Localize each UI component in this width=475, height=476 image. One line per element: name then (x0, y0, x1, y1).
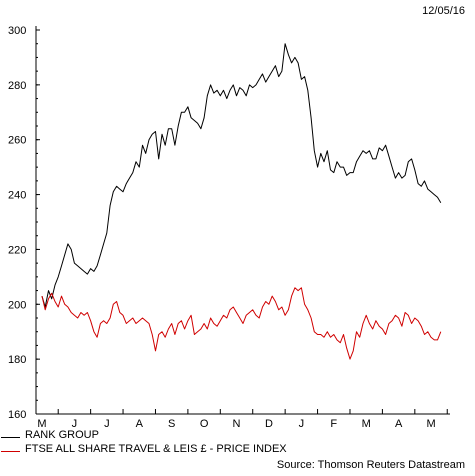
x-tick-label: N (233, 418, 241, 430)
y-tick-label: 260 (8, 135, 26, 147)
x-tick-label: D (265, 418, 273, 430)
x-tick-label: F (330, 418, 337, 430)
y-tick-label: 160 (8, 409, 26, 421)
x-tick-label: A (136, 418, 144, 430)
chart-date: 12/05/16 (422, 5, 465, 17)
x-tick-label: J (72, 418, 78, 430)
x-tick-label: A (395, 418, 403, 430)
legend-label-ftse-travel: FTSE ALL SHARE TRAVEL & LEIS £ - PRICE I… (25, 443, 287, 455)
y-tick-label: 200 (8, 299, 26, 311)
x-tick-label: J (299, 418, 305, 430)
x-tick-label: O (200, 418, 209, 430)
legend-label-rank-group: RANK GROUP (25, 429, 99, 441)
y-tick-label: 280 (8, 80, 26, 92)
legend-swatch-rank-group (1, 437, 20, 438)
series-line-1 (41, 287, 442, 360)
y-tick-label: 220 (8, 244, 26, 256)
x-tick-label: S (168, 418, 175, 430)
y-axis: 160 180 200 220 240 260 280 300 (8, 25, 40, 421)
series-layer (41, 43, 442, 360)
x-tick-label: M (37, 418, 46, 430)
y-tick-label: 240 (8, 190, 26, 202)
x-tick-label: J (104, 418, 110, 430)
legend-swatch-ftse-travel (1, 451, 20, 452)
x-tick-label: M (362, 418, 371, 430)
y-tick-label: 300 (8, 25, 26, 37)
y-tick-label: 180 (8, 354, 26, 366)
series-line-0 (41, 43, 442, 308)
x-tick-label: M (426, 418, 435, 430)
source-note: Source: Thomson Reuters Datastream (276, 459, 465, 471)
